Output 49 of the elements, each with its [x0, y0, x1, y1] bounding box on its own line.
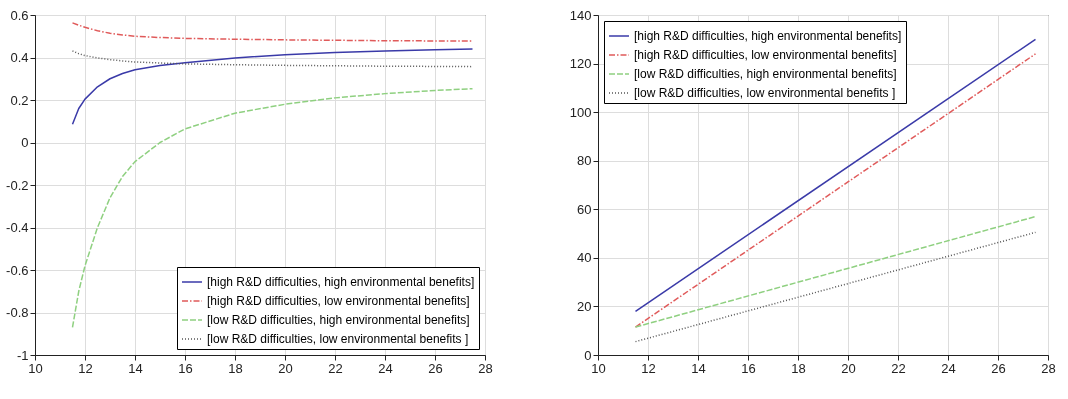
legend-label: [low R&D difficulties, low environmental benefits ] [207, 332, 469, 346]
x-tick-label: 20 [278, 360, 293, 376]
x-tick-label: 12 [78, 360, 93, 376]
y-tick-label: 80 [577, 153, 592, 169]
x-tick-label: 26 [428, 360, 443, 376]
x-tick-label: 22 [328, 360, 343, 376]
y-tick-label: 140 [569, 7, 592, 23]
y-tick-label: -1 [16, 347, 29, 363]
x-tick-label: 18 [228, 360, 243, 376]
x-tick-label: 28 [1041, 360, 1056, 376]
legend-label: [low R&D difficulties, low environmental benefits ] [634, 86, 896, 100]
line-series [71, 87, 474, 329]
y-tick-label: 0.2 [10, 92, 29, 108]
legend-label: [low R&D difficulties, high environmental benefits] [634, 67, 897, 81]
y-tick-label: 100 [569, 104, 592, 120]
y-tick-label: 0 [584, 347, 592, 363]
x-tick-label: 16 [178, 360, 193, 376]
y-tick-label: -0.2 [6, 177, 29, 193]
legend-label: [low R&D difficulties, high environmental benefits] [207, 313, 470, 327]
y-tick-label: 0 [21, 135, 29, 150]
x-tick-label: 16 [741, 360, 756, 376]
legend-label: [high R&D difficulties, low environmental benefits] [634, 48, 897, 62]
x-tick-label: 18 [791, 360, 806, 376]
x-tick-label: 14 [691, 360, 706, 376]
y-tick-label: -0.4 [6, 220, 29, 235]
x-tick-label: 14 [128, 360, 143, 376]
legend-label: [high R&D difficulties, low environmental benefits] [207, 294, 470, 308]
x-tick-label: 20 [841, 360, 856, 376]
x-tick-label: 10 [591, 360, 606, 376]
x-tick-label: 22 [891, 360, 906, 376]
x-tick-label: 10 [28, 360, 43, 376]
line-series [71, 50, 474, 68]
x-tick-label: 24 [378, 360, 393, 376]
legend-label: [high R&D difficulties, high environmental benefits] [634, 29, 902, 43]
line-series [71, 48, 474, 125]
line-series [71, 22, 474, 42]
x-tick-label: 24 [941, 360, 956, 376]
legend-label: [high R&D difficulties, high environmental benefits] [207, 275, 475, 289]
y-tick-label: 40 [577, 250, 592, 266]
y-tick-label: 60 [577, 201, 592, 217]
y-tick-label: 120 [569, 56, 592, 72]
x-tick-label: 12 [641, 360, 656, 376]
x-tick-label: 28 [478, 360, 493, 376]
y-tick-label: -0.6 [6, 262, 29, 278]
y-tick-label: -0.8 [6, 305, 29, 320]
y-tick-label: 0.6 [10, 7, 29, 23]
x-tick-label: 26 [991, 360, 1006, 376]
y-tick-label: 20 [577, 298, 592, 314]
y-tick-label: 0.4 [10, 50, 29, 65]
